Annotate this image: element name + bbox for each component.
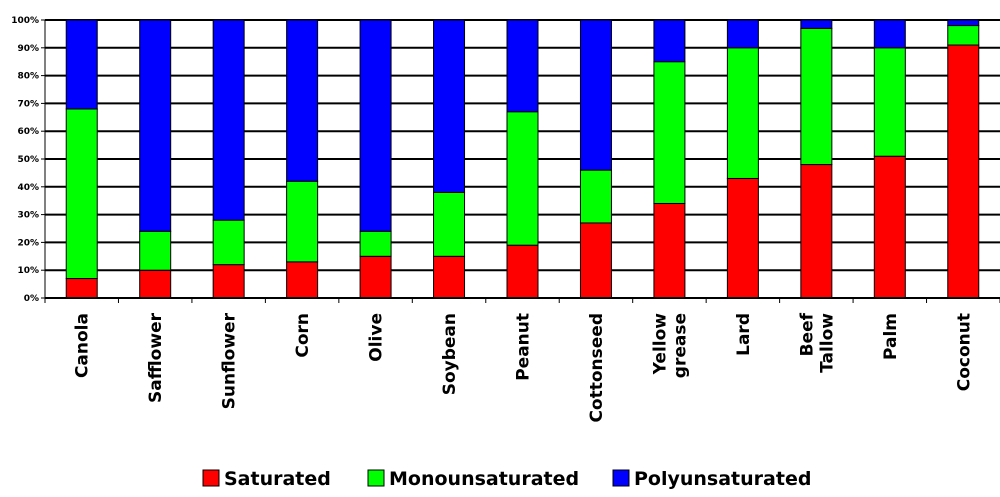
legend-swatch-polyunsaturated bbox=[612, 469, 630, 487]
category-label: Safflower bbox=[146, 312, 166, 403]
bar-segment-polyunsaturated bbox=[579, 19, 612, 171]
bar-segment-polyunsaturated bbox=[212, 19, 245, 221]
bar-segment-polyunsaturated bbox=[947, 19, 980, 27]
bar-segment-monounsaturated bbox=[800, 27, 833, 166]
category-label: Soybean bbox=[440, 313, 460, 395]
y-tick-label: 90% bbox=[17, 44, 39, 54]
legend-swatch-saturated bbox=[202, 469, 220, 487]
bar-segment-saturated bbox=[212, 264, 245, 299]
category-label: Tallow bbox=[817, 313, 837, 373]
bar-segment-monounsaturated bbox=[726, 47, 759, 179]
y-tick-label: 80% bbox=[17, 72, 39, 82]
bar-segment-monounsaturated bbox=[873, 47, 906, 157]
bar-segment-polyunsaturated bbox=[65, 19, 98, 110]
bar-segment-polyunsaturated bbox=[286, 19, 319, 182]
bar-segment-monounsaturated bbox=[653, 61, 686, 204]
bar-segment-monounsaturated bbox=[139, 230, 172, 271]
bar-segment-saturated bbox=[947, 44, 980, 299]
bar-segment-polyunsaturated bbox=[726, 19, 759, 49]
bar-segment-saturated bbox=[506, 244, 539, 299]
bar-segment-saturated bbox=[579, 222, 612, 299]
bar-segment-saturated bbox=[139, 269, 172, 299]
y-tick-labels: 0% 10% 20% 30% 40% 50% 60% 70% 80% 90% 100% bbox=[11, 16, 39, 304]
y-tick-label: 50% bbox=[17, 155, 39, 165]
bar-segment-saturated bbox=[286, 261, 319, 299]
category-labels: Canola Safflower Sunflower Corn Olive Soybean… bbox=[73, 312, 975, 422]
bar-segment-saturated bbox=[653, 202, 686, 299]
bar-segment-monounsaturated bbox=[579, 169, 612, 224]
bar-segment-saturated bbox=[433, 255, 466, 299]
y-tick-label: 40% bbox=[17, 183, 39, 193]
category-label: Coconut bbox=[954, 313, 974, 391]
category-label: Canola bbox=[73, 313, 93, 378]
category-label: Yellow bbox=[650, 313, 670, 376]
bar-segment-monounsaturated bbox=[359, 230, 392, 257]
bar-segment-polyunsaturated bbox=[139, 19, 172, 232]
category-label: Peanut bbox=[514, 313, 534, 381]
category-label: Sunflower bbox=[220, 312, 240, 409]
y-tick-label: 60% bbox=[17, 127, 39, 137]
axis-layer bbox=[41, 19, 1000, 303]
category-label: Olive bbox=[367, 313, 387, 362]
bar-segment-monounsaturated bbox=[212, 219, 245, 266]
legend-swatch-monounsaturated bbox=[367, 469, 385, 487]
y-tick-label: 10% bbox=[17, 266, 39, 276]
bar-segment-polyunsaturated bbox=[433, 19, 466, 193]
bar-segment-saturated bbox=[726, 177, 759, 299]
y-tick-label: 0% bbox=[24, 294, 39, 304]
category-label: Lard bbox=[734, 313, 754, 356]
bar-segment-saturated bbox=[800, 164, 833, 299]
category-label: Cottonseed bbox=[587, 313, 607, 423]
bar-segment-saturated bbox=[873, 155, 906, 299]
y-tick-label: 20% bbox=[17, 238, 39, 248]
bar-segment-polyunsaturated bbox=[800, 19, 833, 29]
bar-segment-saturated bbox=[359, 255, 392, 299]
bar-segment-monounsaturated bbox=[65, 108, 98, 280]
bar-segment-polyunsaturated bbox=[653, 19, 686, 63]
bar-segment-saturated bbox=[65, 278, 98, 299]
bar-segment-monounsaturated bbox=[947, 25, 980, 46]
bar-segment-monounsaturated bbox=[286, 180, 319, 263]
legend-label: Monounsaturated bbox=[389, 468, 579, 490]
bars-layer bbox=[65, 19, 980, 299]
category-label: Corn bbox=[293, 313, 313, 358]
bar-segment-polyunsaturated bbox=[359, 19, 392, 232]
y-tick-label: 30% bbox=[17, 211, 39, 221]
category-label: grease bbox=[670, 313, 690, 378]
category-label: Beef bbox=[797, 312, 817, 356]
legend: Saturated Monounsaturated Polyunsaturated bbox=[202, 468, 811, 490]
y-tick-label: 70% bbox=[17, 99, 39, 109]
bar-segment-polyunsaturated bbox=[506, 19, 539, 113]
bar-segment-monounsaturated bbox=[433, 191, 466, 257]
bar-segment-monounsaturated bbox=[506, 111, 539, 246]
y-tick-label: 100% bbox=[11, 16, 39, 26]
bar-segment-polyunsaturated bbox=[873, 19, 906, 49]
legend-label: Saturated bbox=[224, 468, 331, 490]
category-label: Palm bbox=[881, 313, 901, 360]
legend-label: Polyunsaturated bbox=[634, 468, 811, 490]
